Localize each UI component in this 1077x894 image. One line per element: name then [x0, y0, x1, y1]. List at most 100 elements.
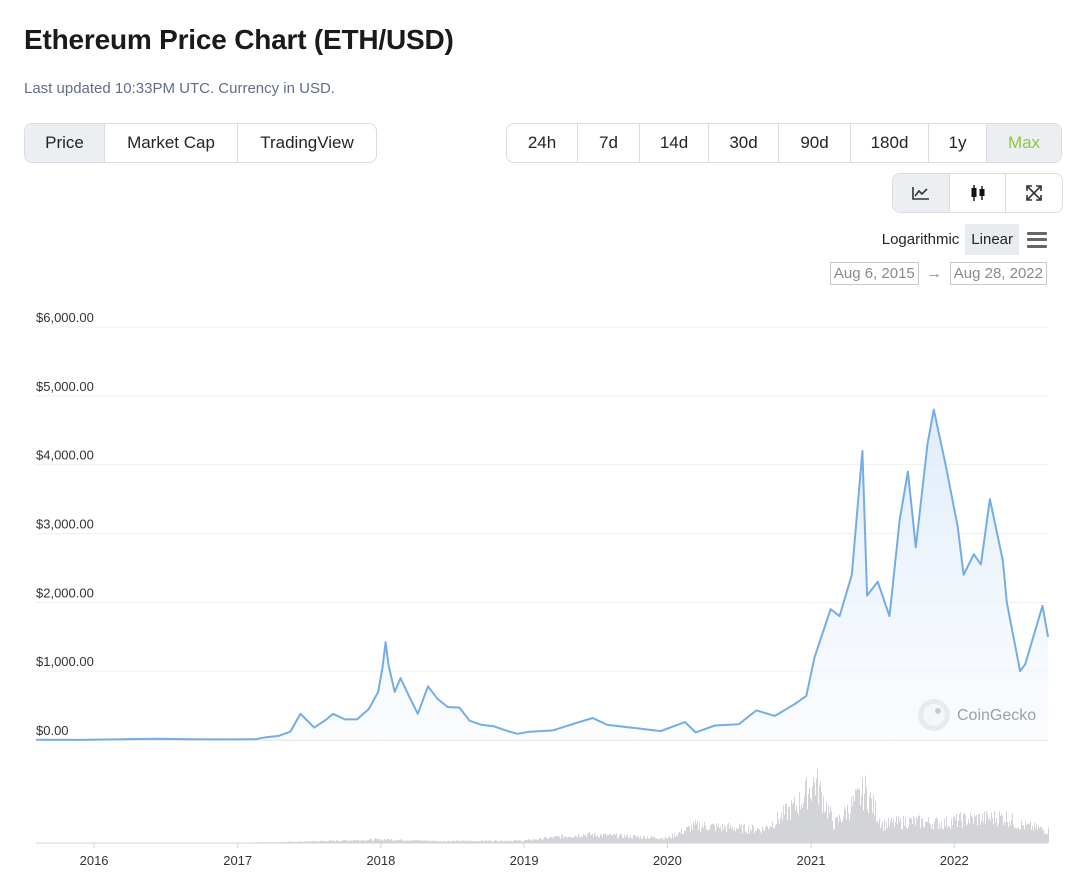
- range-30d-button[interactable]: 30d: [709, 124, 779, 162]
- hamburger-menu-icon[interactable]: [1027, 231, 1047, 248]
- volume-bar: [504, 841, 505, 843]
- volume-bar: [446, 841, 447, 843]
- volume-bar: [851, 796, 852, 843]
- scale-toggle: Logarithmic Linear: [876, 224, 1047, 255]
- volume-bar: [887, 827, 888, 843]
- volume-bar: [587, 833, 588, 843]
- volume-bar: [959, 814, 960, 843]
- volume-bar: [1000, 815, 1001, 843]
- range-180d-button[interactable]: 180d: [851, 124, 929, 162]
- volume-bar: [419, 840, 420, 843]
- volume-bar: [336, 840, 337, 843]
- volume-bar: [822, 812, 823, 843]
- volume-bar: [426, 840, 427, 843]
- volume-bar: [807, 809, 808, 843]
- volume-bar: [460, 841, 461, 843]
- volume-bar: [878, 823, 879, 843]
- range-14d-button[interactable]: 14d: [640, 124, 709, 162]
- volume-bar: [612, 836, 613, 843]
- volume-bar: [310, 841, 311, 843]
- volume-bar: [637, 836, 638, 843]
- volume-bar: [442, 841, 443, 843]
- fullscreen-button[interactable]: [1006, 174, 1062, 212]
- range-90d-button[interactable]: 90d: [779, 124, 851, 162]
- volume-bar: [797, 812, 798, 843]
- volume-bar: [833, 828, 834, 843]
- volume-bar: [510, 841, 511, 843]
- tab-price[interactable]: Price: [25, 124, 105, 162]
- volume-bar: [682, 834, 683, 843]
- volume-bar: [350, 840, 351, 843]
- end-date-input[interactable]: Aug 28, 2022: [949, 262, 1047, 285]
- volume-bar: [532, 839, 533, 843]
- start-date-input[interactable]: Aug 6, 2015: [829, 262, 919, 285]
- volume-bar: [776, 823, 777, 843]
- price-line[interactable]: [35, 408, 1049, 741]
- price-chart[interactable]: $0.00 $1,000.00 $2,000.00 $3,000.00 $4,000.0…: [0, 300, 1077, 894]
- volume-bar: [1005, 823, 1006, 843]
- volume-bar: [420, 840, 421, 843]
- volume-bar: [372, 840, 373, 843]
- volume-bar: [299, 841, 300, 843]
- arrow-right-icon: →: [926, 265, 942, 282]
- volume-bar: [838, 822, 839, 843]
- volume-bar: [1006, 811, 1007, 843]
- line-chart-button[interactable]: [893, 174, 950, 212]
- volume-bar: [826, 801, 827, 843]
- volume-bar: [598, 837, 599, 843]
- volume-bar: [1024, 829, 1025, 843]
- volume-bar: [995, 822, 996, 843]
- volume-bar: [792, 804, 793, 843]
- volume-bar: [547, 839, 548, 843]
- range-1y-button[interactable]: 1y: [929, 124, 987, 162]
- volume-bar: [832, 821, 833, 843]
- volume-bar: [998, 823, 999, 843]
- volume-bar: [355, 840, 356, 843]
- volume-bar: [480, 841, 481, 843]
- volume-bar: [538, 839, 539, 843]
- volume-bar: [891, 818, 892, 843]
- volume-bar: [361, 840, 362, 843]
- volume-bar: [690, 832, 691, 843]
- volume-bar: [781, 812, 782, 843]
- volume-bar: [948, 825, 949, 843]
- volume-bar: [914, 818, 915, 843]
- volume-bar: [487, 840, 488, 843]
- volume-bar: [1018, 826, 1019, 843]
- volume-bar: [404, 840, 405, 843]
- volume-bar: [1032, 825, 1033, 843]
- range-7d-button[interactable]: 7d: [578, 124, 640, 162]
- volume-bar: [839, 814, 840, 843]
- volume-bar: [703, 828, 704, 843]
- volume-bar: [424, 840, 425, 843]
- volume-bar: [321, 840, 322, 843]
- volume-bar: [798, 814, 799, 843]
- volume-bar: [461, 841, 462, 843]
- tab-tradingview[interactable]: TradingView: [260, 133, 354, 152]
- volume-bar: [356, 839, 357, 843]
- volume-bar: [499, 841, 500, 843]
- linear-option[interactable]: Linear: [965, 224, 1019, 255]
- volume-bar: [411, 840, 412, 843]
- candlestick-button[interactable]: [950, 174, 1006, 212]
- range-max-button[interactable]: Max: [987, 124, 1061, 162]
- volume-bar: [804, 795, 805, 843]
- volume-bar: [924, 827, 925, 843]
- volume-bar: [1039, 828, 1040, 843]
- volume-bar: [1027, 823, 1028, 843]
- volume-bar: [436, 841, 437, 843]
- time-range-tabs: 24h 7d 14d 30d 90d 180d 1y Max: [506, 123, 1062, 163]
- tab-market-cap[interactable]: Market Cap: [105, 124, 238, 162]
- volume-bar: [468, 841, 469, 843]
- volume-bar: [802, 808, 803, 843]
- range-24h-button[interactable]: 24h: [507, 124, 578, 162]
- volume-bar: [974, 814, 975, 843]
- volume-bar: [466, 841, 467, 843]
- volume-bar: [379, 838, 380, 843]
- logarithmic-option[interactable]: Logarithmic: [881, 231, 960, 248]
- volume-bar: [570, 837, 571, 843]
- volume-bar: [991, 812, 992, 843]
- volume-bar: [383, 840, 384, 843]
- volume-bar: [474, 841, 475, 843]
- volume-bar: [733, 830, 734, 843]
